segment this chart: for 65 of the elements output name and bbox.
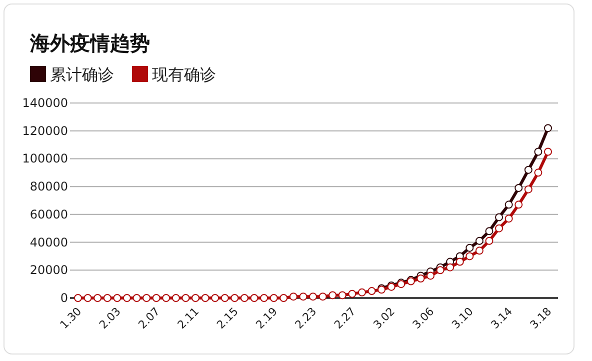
y-tick-label: 120000: [22, 124, 68, 138]
point: [504, 214, 513, 223]
point: [220, 294, 229, 302]
y-tick-label: 20000: [30, 263, 68, 278]
point: [338, 291, 346, 300]
point: [485, 236, 494, 245]
point: [456, 258, 464, 266]
point: [524, 185, 532, 194]
point: [122, 294, 131, 302]
point: [328, 291, 337, 300]
y-tick-label: 140000: [22, 96, 68, 110]
point: [289, 292, 298, 301]
point: [250, 294, 258, 302]
point: [466, 252, 474, 260]
point: [436, 266, 444, 274]
y-tick-label: 0: [60, 291, 68, 305]
point: [280, 294, 288, 302]
point: [426, 272, 434, 280]
point: [84, 294, 92, 302]
y-tick-label: 60000: [30, 207, 68, 222]
point: [103, 294, 112, 302]
point: [495, 224, 504, 232]
point: [142, 294, 151, 302]
point: [152, 294, 160, 302]
point: [446, 263, 454, 272]
point: [113, 294, 122, 302]
point: [270, 294, 278, 302]
point: [514, 184, 523, 192]
point: [192, 294, 200, 302]
point: [260, 294, 268, 302]
point: [162, 294, 170, 302]
point: [504, 200, 513, 209]
point: [132, 294, 141, 302]
point: [182, 294, 190, 302]
y-tick-label: 80000: [30, 180, 68, 194]
point: [495, 213, 504, 222]
point: [348, 290, 356, 298]
point: [475, 236, 484, 245]
point: [475, 246, 484, 255]
legend-label: 现有确诊: [152, 65, 216, 84]
point: [230, 294, 239, 302]
point: [309, 292, 317, 301]
point: [201, 294, 210, 302]
point: [211, 294, 220, 302]
point: [240, 294, 248, 302]
point: [466, 244, 474, 252]
point: [524, 166, 532, 174]
point: [416, 274, 425, 282]
point: [358, 288, 366, 296]
point: [544, 148, 552, 156]
legend-label: 累计确诊: [50, 65, 114, 84]
y-tick-label: 100000: [22, 152, 68, 166]
point: [172, 294, 180, 302]
chart-title: 海外疫情趋势: [29, 31, 150, 55]
point: [544, 124, 552, 132]
point: [94, 294, 102, 302]
point: [514, 200, 523, 209]
y-tick-label: 40000: [30, 235, 68, 250]
point: [485, 227, 494, 236]
point: [534, 168, 542, 177]
point: [299, 292, 308, 301]
point: [318, 292, 327, 301]
point: [534, 148, 542, 156]
point: [368, 287, 376, 296]
point: [74, 294, 82, 302]
